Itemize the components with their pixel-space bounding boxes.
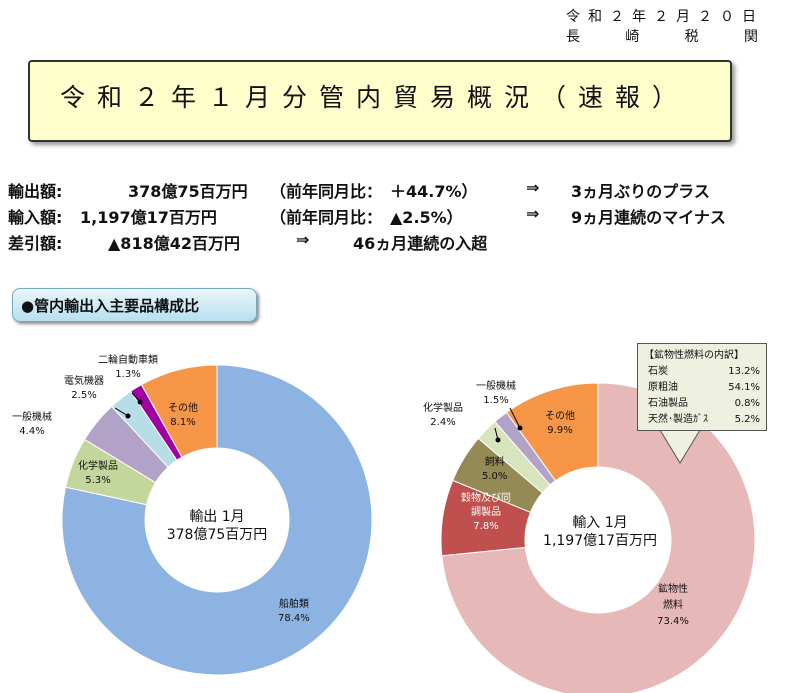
label-chemicals: 化学製品 5.3% [78,461,118,486]
callout-title: 【鉱物性燃料の内訳】 [644,350,744,361]
leader-dot [495,437,501,443]
leader-dot [137,399,143,405]
donut-slice-0-5 [140,364,218,458]
leader-dot [125,413,131,419]
arrow: ⇒ [526,204,540,223]
callout-row: 天然･製造ｶﾞｽ 5.2% [648,414,760,425]
label: 輸出額: [8,182,63,201]
callout-row: 石油製品 0.8% [648,398,760,409]
donut-slice-1-0 [441,382,756,693]
page-title: 令和２年１月分管内貿易概況（速報） [60,83,690,112]
amount: 378億75百万円 [128,182,248,201]
callout-pointer [659,429,701,464]
mineral-fuel-breakdown-callout: 【鉱物性燃料の内訳】 石炭 13.2% 原粗油 54.1% 石油製品 0.8% 天然･… [637,343,767,431]
donut-slice-0-0 [61,364,373,676]
label-grains: 穀物及び同調製品 7.8% [461,493,511,532]
import-center-label: 輸入 1月 1,197億17百万円 [543,515,657,549]
amount: 1,197億17百万円 [80,208,217,227]
leader-line [114,407,129,417]
note: 9ヵ月連続のマイナス [571,208,726,227]
label-mineral-fuels: 鉱物性燃料 73.4% [657,584,689,627]
callout-row: 石炭 13.2% [648,366,760,377]
label: 輸入額: [8,208,63,227]
compare: （前年同月比： ＋44.7%） [270,182,478,201]
callout-row: 原粗油 54.1% [648,382,760,393]
label-feed: 飼料 5.0% [482,457,508,482]
donut-slice-1-5 [505,382,599,482]
label-other-export: その他 8.1% [168,403,198,428]
label-ships: 船舶類 78.4% [278,599,310,624]
note: 46ヵ月連続の入超 [353,234,488,253]
section-title: ●管内輸出入主要品構成比 [12,288,257,322]
note: 3ヵ月ぶりのプラス [571,182,710,201]
title-banner [28,60,732,142]
amount: ▲818億42百万円 [108,234,240,253]
leader-dot [517,425,523,431]
label: 差引額: [8,234,63,253]
label-general-machinery: 一般機械 4.4% [12,412,52,437]
report-date: 令和２年２月２０日 [566,9,764,25]
org-char: 長 [566,29,580,45]
export-center-label: 輸出 1月 378億75百万円 [166,509,268,543]
label-chemicals-import: 化学製品 2.4% [423,403,463,428]
org-char: 税 [684,29,699,45]
org-char: 崎 [625,29,640,45]
label-other-import: その他 9.9% [545,411,575,436]
label-electrical: 電気機器 2.5% [64,376,104,401]
label-general-machinery-import: 一般機械 1.5% [476,381,516,406]
leader-line [509,407,521,429]
org-char: 関 [743,29,758,45]
arrow: ⇒ [296,230,310,249]
arrow: ⇒ [526,178,540,197]
organization: 長崎税関 [566,27,758,47]
label-motorcycles: 二輪自動車類 1.3% [98,355,158,380]
compare: （前年同月比： ▲2.5%） [270,208,463,227]
